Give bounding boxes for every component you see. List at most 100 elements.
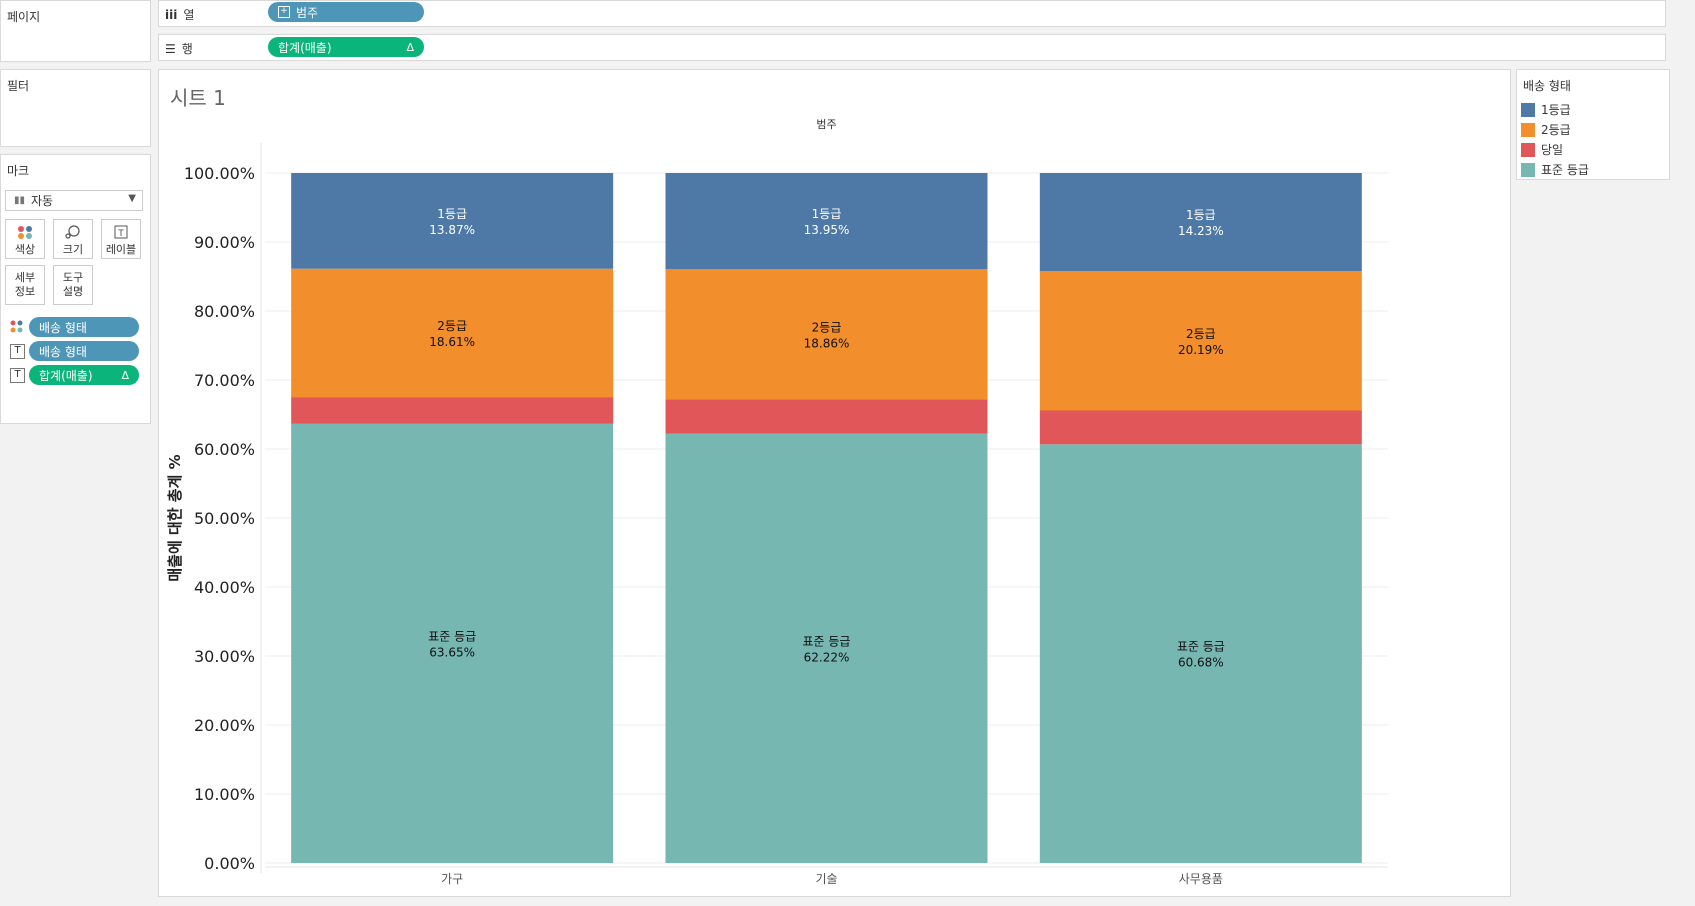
legend-item-label: 2등급 (1541, 123, 1571, 137)
filters-panel[interactable]: 필터 (0, 69, 151, 147)
detail-label-line1: 세부 (14, 271, 36, 284)
bar-label-series: 2등급 (437, 319, 467, 333)
bar-label-series: 2등급 (812, 320, 842, 334)
columns-pill-label: 범주 (296, 5, 319, 20)
legend-item-same-day[interactable]: 당일 (1521, 141, 1563, 158)
svg-text:T: T (117, 229, 124, 239)
bar-chart-icon: ▮▮ (14, 195, 26, 206)
legend-swatch (1521, 162, 1535, 177)
bar-segment (291, 397, 614, 424)
detail-button[interactable]: 세부 정보 (5, 265, 45, 305)
legend-item-label: 표준 등급 (1541, 163, 1589, 177)
rows-pill-label: 합계(매출) (278, 40, 332, 55)
bar-segment (665, 173, 988, 270)
mark-field-label-label: 배송 형태 (39, 344, 87, 359)
tooltip-button[interactable]: 도구 설명 (53, 265, 93, 305)
mark-field-label-shipmode[interactable]: 배송 형태 (29, 341, 139, 361)
mark-field-color-label: 배송 형태 (39, 320, 87, 335)
legend-item-label: 당일 (1541, 143, 1564, 157)
mark-field-color-shipmode[interactable]: 배송 형태 (29, 317, 139, 337)
y-tick-label: 40.00% (194, 578, 255, 597)
x-tick-label: 사무용품 (1179, 872, 1223, 886)
legend-swatch (1521, 102, 1535, 117)
filters-title: 필터 (7, 79, 30, 93)
columns-icon: iii (165, 7, 178, 22)
bar-segment (1039, 410, 1362, 445)
bar-label-series: 1등급 (812, 207, 842, 221)
bar-label-value: 60.68% (1178, 656, 1224, 670)
rows-pill-sales[interactable]: 합계(매출) Δ (268, 37, 424, 57)
bar-segment (291, 268, 614, 398)
y-tick-label: 80.00% (194, 302, 255, 321)
legend-swatch (1521, 122, 1535, 137)
bar-label-series: 표준 등급 (803, 634, 851, 648)
sheet-title: 시트 1 (170, 86, 226, 110)
bar-label-series: 표준 등급 (1177, 640, 1225, 654)
mark-field-sales-label: 합계(매출) (39, 368, 93, 383)
color-dots-icon (10, 320, 23, 333)
tooltip-label-line1: 도구 (62, 271, 84, 284)
bar-segment (1039, 173, 1362, 272)
label-button[interactable]: T 레이블 (101, 219, 141, 259)
legend-title: 배송 형태 (1523, 79, 1571, 93)
rows-shelf-label: 행 (181, 42, 193, 56)
y-tick-label: 20.00% (194, 716, 255, 735)
mark-type-dropdown[interactable]: ▮▮ 자동 ▼ (5, 190, 143, 211)
legend-item-2nd-class[interactable]: 2등급 (1521, 121, 1571, 138)
label-icon: T (10, 344, 25, 359)
size-icon (54, 220, 92, 243)
color-button[interactable]: 색상 (5, 219, 45, 259)
detail-label-line2: 정보 (14, 285, 36, 298)
label-icon: T (10, 368, 25, 383)
table-calc-delta-icon: Δ (121, 368, 129, 382)
bar-label-value: 14.23% (1178, 224, 1224, 238)
columns-shelf-label: 열 (183, 8, 195, 22)
bar-segment (665, 269, 988, 400)
y-tick-label: 90.00% (194, 233, 255, 252)
table-calc-delta-icon: Δ (406, 40, 414, 54)
expand-plus-icon: + (278, 6, 290, 18)
bar-segment (665, 433, 988, 863)
bar-segment (291, 173, 614, 269)
x-tick-label: 가구 (441, 872, 463, 886)
legend-swatch (1521, 142, 1535, 157)
bar-label-series: 1등급 (437, 207, 467, 221)
columns-pill-category[interactable]: + 범주 (268, 2, 424, 22)
color-dots-icon (6, 220, 44, 243)
pages-title: 페이지 (7, 10, 41, 24)
legend-item-1st-class[interactable]: 1등급 (1521, 101, 1571, 118)
bar-label-series: 1등급 (1186, 208, 1216, 222)
column-header: 범주 (816, 118, 836, 131)
y-tick-label: 50.00% (194, 509, 255, 528)
mark-type-value: 자동 (31, 194, 54, 208)
y-tick-label: 60.00% (194, 440, 255, 459)
color-button-label: 색상 (14, 243, 36, 256)
bar-segment (291, 423, 614, 863)
mark-field-label-sales[interactable]: 합계(매출) Δ (29, 365, 139, 385)
size-button-label: 크기 (62, 243, 84, 256)
legend-item-label: 1등급 (1541, 103, 1571, 117)
bar-label-series: 2등급 (1186, 327, 1216, 341)
bar-label-value: 20.19% (1178, 343, 1224, 357)
pages-panel: 페이지 (0, 0, 151, 62)
bar-label-value: 18.61% (429, 335, 475, 349)
rows-icon: ☰ (165, 41, 176, 56)
bar-segment (1039, 271, 1362, 411)
x-tick-label: 기술 (815, 872, 837, 886)
stacked-bar-chart: 표준 등급 63.65% 2등급 18.61% 1등급 13.87% 표준 등급 62.22%… (166, 118, 1388, 886)
size-button[interactable]: 크기 (53, 219, 93, 259)
y-tick-label: 30.00% (194, 647, 255, 666)
y-tick-label: 10.00% (194, 785, 255, 804)
legend-item-standard-class[interactable]: 표준 등급 (1521, 161, 1589, 178)
chevron-down-icon: ▼ (128, 193, 136, 204)
y-tick-label: 70.00% (194, 371, 255, 390)
bar-segment (665, 399, 988, 434)
legend-panel: 배송 형태 (1516, 69, 1670, 180)
bar-label-value: 63.65% (429, 645, 475, 659)
bar-label-value: 13.87% (429, 223, 475, 237)
bar-label-series: 표준 등급 (428, 629, 476, 643)
tooltip-label-line2: 설명 (62, 285, 84, 298)
bar-label-value: 13.95% (804, 223, 850, 237)
marks-title: 마크 (7, 164, 30, 178)
bar-label-value: 18.86% (804, 336, 850, 350)
